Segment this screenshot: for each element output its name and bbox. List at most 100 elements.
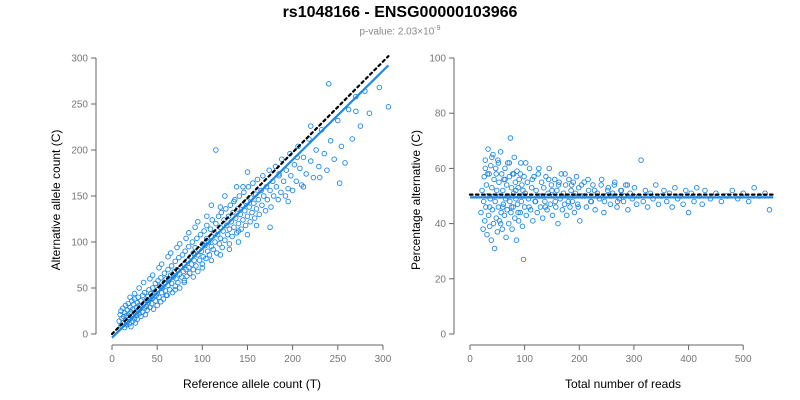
data-point	[233, 184, 240, 190]
data-point	[489, 154, 495, 161]
data-point	[640, 198, 646, 205]
data-point	[480, 226, 486, 232]
data-point	[199, 265, 206, 271]
data-point	[541, 184, 547, 191]
data-point	[179, 252, 186, 258]
data-point	[186, 270, 193, 277]
data-point	[142, 311, 149, 318]
x-axis-label: Total number of reads	[565, 377, 681, 391]
data-point	[491, 245, 498, 252]
y-tick-label: 200	[71, 146, 88, 157]
data-point	[510, 204, 516, 210]
data-point	[172, 258, 178, 265]
data-point	[515, 218, 522, 224]
data-point	[208, 243, 215, 250]
data-point	[526, 204, 532, 210]
data-point	[499, 226, 505, 232]
data-point	[149, 285, 156, 291]
data-point	[497, 220, 504, 227]
data-point	[524, 179, 531, 185]
data-point	[204, 213, 210, 219]
data-point	[534, 209, 540, 216]
data-point	[574, 201, 581, 208]
data-point	[486, 204, 493, 210]
data-point	[601, 198, 608, 205]
data-point	[224, 231, 231, 238]
data-point	[250, 180, 256, 186]
data-point	[235, 228, 242, 234]
data-point	[568, 182, 575, 188]
data-point	[186, 230, 192, 236]
data-point	[154, 302, 160, 309]
y-tick-label: 60	[435, 164, 447, 175]
data-point	[622, 182, 629, 188]
data-point	[489, 207, 496, 213]
data-point	[543, 173, 549, 180]
data-point	[494, 229, 501, 235]
y-tick-label: 0	[440, 330, 446, 341]
data-point	[513, 237, 520, 243]
data-point	[522, 160, 529, 166]
data-point	[253, 206, 260, 212]
data-point	[611, 182, 618, 188]
data-point	[565, 198, 572, 205]
data-point	[209, 217, 216, 223]
data-point	[663, 198, 670, 205]
data-point	[139, 292, 146, 299]
data-point	[631, 184, 638, 191]
data-point	[560, 190, 567, 196]
chart-title: rs1048166 - ENSG00000103966	[282, 4, 518, 21]
data-point	[278, 189, 284, 196]
data-point	[235, 239, 242, 245]
x-tick-label: 100	[194, 354, 211, 365]
x-tick-label: 300	[626, 354, 643, 365]
data-point	[571, 209, 578, 216]
data-point	[510, 171, 517, 177]
x-tick-label: 0	[109, 354, 115, 365]
data-point	[515, 209, 521, 216]
data-point	[190, 266, 197, 273]
x-tick-label: 100	[516, 354, 533, 365]
reference-line	[110, 55, 390, 336]
data-point	[653, 182, 659, 188]
data-point	[152, 280, 159, 287]
data-point	[182, 248, 188, 254]
data-point	[490, 220, 497, 227]
data-point	[585, 187, 592, 194]
data-point	[285, 198, 291, 205]
data-point	[168, 280, 175, 287]
data-point	[181, 277, 188, 284]
data-point	[175, 279, 181, 286]
data-point	[530, 218, 536, 224]
data-point	[573, 173, 580, 180]
data-point	[206, 252, 213, 258]
data-point	[247, 219, 253, 225]
chart-subtitle: p-value: 2.03×10-9	[0, 23, 800, 38]
data-point	[231, 224, 237, 231]
data-point	[483, 182, 490, 188]
data-point	[176, 254, 182, 261]
data-point	[558, 171, 565, 177]
y-tick-label: 300	[71, 54, 88, 65]
data-point	[167, 287, 173, 293]
data-point	[512, 179, 519, 185]
data-point	[168, 263, 175, 269]
data-point	[385, 104, 392, 110]
data-point	[230, 209, 236, 216]
data-point	[544, 207, 550, 213]
data-point	[264, 196, 271, 203]
data-point	[488, 237, 495, 243]
data-point	[283, 167, 290, 173]
data-point	[751, 184, 757, 191]
data-point	[204, 222, 210, 229]
subtitle-exponent: -9	[434, 25, 441, 32]
data-point	[493, 215, 499, 221]
data-point	[150, 306, 157, 312]
data-point	[321, 150, 328, 157]
data-point	[694, 184, 700, 191]
data-point	[518, 198, 525, 205]
data-point	[152, 298, 159, 304]
data-point	[260, 173, 266, 179]
data-point	[559, 207, 566, 213]
data-point	[172, 287, 178, 293]
